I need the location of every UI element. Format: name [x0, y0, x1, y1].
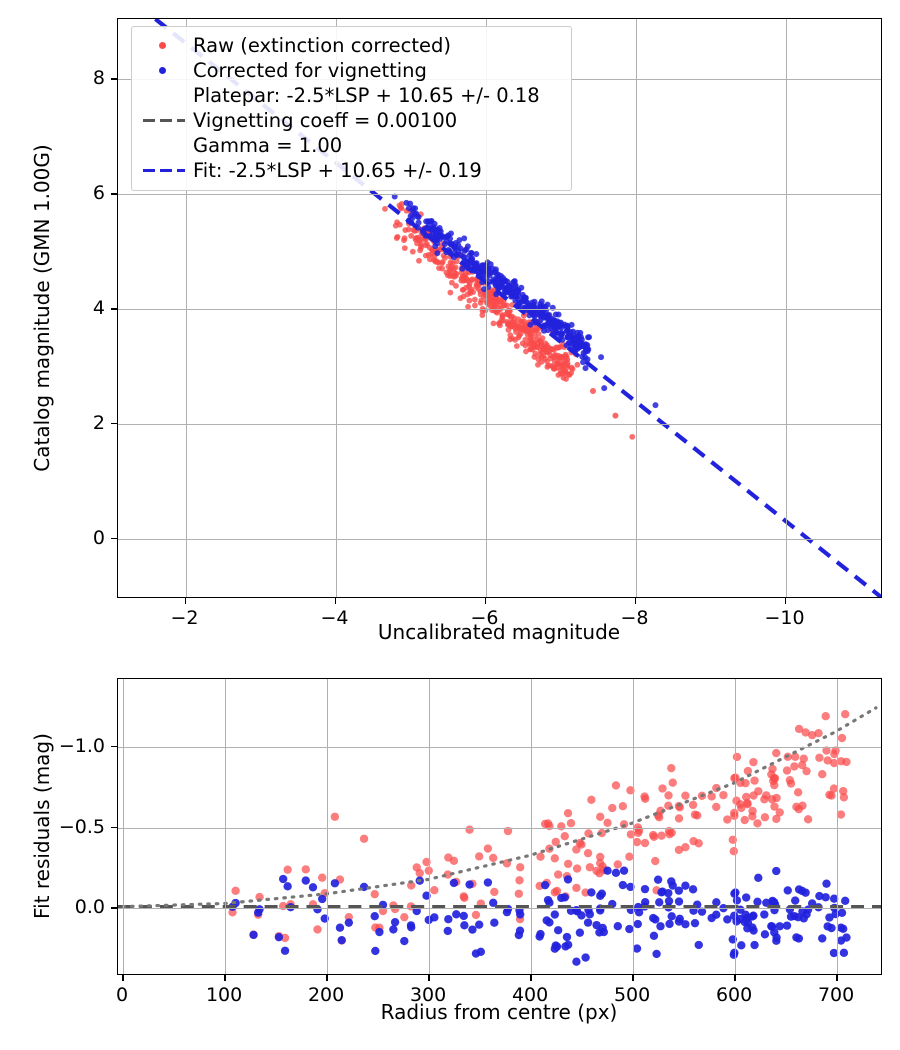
- gridline-vertical: [335, 19, 337, 597]
- legend-item: Corrected for vignetting: [141, 58, 562, 83]
- gridline-horizontal: [118, 908, 881, 910]
- gridline-vertical: [735, 679, 737, 974]
- gridline-vertical: [635, 19, 637, 597]
- gridline-vertical: [485, 19, 487, 597]
- gridline-horizontal: [118, 746, 881, 748]
- plot-legend: Raw (extinction corrected) Corrected for…: [131, 26, 572, 191]
- legend-marker-vignetting: [141, 110, 187, 132]
- x-tick-mark: [836, 975, 838, 981]
- x-tick-mark: [334, 598, 337, 604]
- y-tick-mark: [111, 308, 117, 310]
- x-tick-mark: [484, 598, 487, 604]
- legend-item: Platepar: -2.5*LSP + 10.65 +/- 0.18: [141, 83, 562, 108]
- fit-residuals-axes: [117, 678, 882, 975]
- legend-item: Gamma = 1.00: [141, 133, 562, 158]
- x-tick-mark: [634, 598, 637, 604]
- gridline-vertical: [327, 679, 329, 974]
- y-tick-mark: [111, 422, 117, 425]
- x-tick-label: −10: [764, 607, 805, 629]
- legend-marker-fit: [141, 160, 187, 182]
- y-tick-label: 8: [92, 67, 105, 90]
- fit-residuals-canvas: [118, 706, 881, 966]
- legend-label-raw: Raw (extinction corrected): [193, 33, 451, 57]
- legend-item: Vignetting coeff = 0.00100: [141, 108, 562, 133]
- x-tick-label: −6: [470, 607, 499, 629]
- legend-label-gamma: Gamma = 1.00: [193, 133, 343, 157]
- y-tick-mark: [111, 907, 117, 909]
- y-tick-mark: [111, 193, 117, 195]
- fit-residuals-ylabel: Fit residuals (mag): [30, 733, 54, 919]
- magnitude-calibration-xlabel: Uncalibrated magnitude: [377, 620, 621, 644]
- legend-label-corrected: Corrected for vignetting: [193, 58, 427, 82]
- x-tick-mark: [428, 975, 430, 981]
- raw-scatter-series: [382, 201, 636, 440]
- fit-residuals-plot-area: [118, 679, 881, 974]
- gridline-horizontal: [118, 827, 881, 829]
- x-tick-label: 700: [817, 984, 855, 1006]
- magnitude-calibration-canvas: [154, 19, 881, 597]
- gridline-vertical: [185, 19, 187, 597]
- gridline-vertical: [785, 19, 787, 597]
- y-tick-label: −1.0: [58, 734, 105, 757]
- fit-residuals-xlabel: Radius from centre (px): [380, 1000, 618, 1024]
- magnitude-calibration-ylabel: Catalog magnitude (GMN 1.00G): [30, 144, 54, 472]
- x-tick-mark: [122, 975, 124, 981]
- x-tick-label: −8: [620, 607, 649, 629]
- y-tick-mark: [111, 745, 117, 748]
- x-tick-label: 600: [715, 984, 753, 1006]
- y-tick-label: 0: [92, 526, 105, 549]
- x-tick-label: 100: [205, 984, 243, 1006]
- x-tick-mark: [632, 975, 634, 981]
- legend-marker-corrected: [141, 60, 187, 82]
- gridline-vertical: [531, 679, 533, 974]
- legend-label-platepar: Platepar: -2.5*LSP + 10.65 +/- 0.18: [193, 83, 540, 107]
- gridline-vertical: [225, 679, 227, 974]
- x-tick-label: 400: [511, 984, 549, 1006]
- x-tick-mark: [530, 975, 532, 981]
- legend-marker-raw: [141, 35, 187, 57]
- x-tick-label: 300: [409, 984, 447, 1006]
- y-tick-label: −0.5: [58, 815, 105, 838]
- legend-label-vignetting: Vignetting coeff = 0.00100: [193, 108, 458, 132]
- x-tick-mark: [784, 598, 787, 604]
- gridline-horizontal: [118, 538, 881, 540]
- gridline-vertical: [123, 679, 125, 974]
- magnitude-calibration-plot-area: [118, 19, 881, 597]
- gridline-vertical: [429, 679, 431, 974]
- x-tick-mark: [184, 598, 187, 604]
- gridline-vertical: [633, 679, 635, 974]
- gridline-vertical: [837, 679, 839, 974]
- legend-marker-platepar: [141, 85, 187, 107]
- y-tick-label: 4: [92, 297, 105, 319]
- x-tick-mark: [326, 975, 328, 981]
- gridline-horizontal: [118, 309, 881, 310]
- y-tick-mark: [111, 826, 117, 829]
- legend-item: Fit: -2.5*LSP + 10.65 +/- 0.19: [141, 158, 562, 183]
- x-tick-label: 0: [116, 984, 129, 1006]
- legend-item: Raw (extinction corrected): [141, 33, 562, 58]
- x-tick-label: −4: [320, 607, 349, 629]
- fit-line: [154, 19, 881, 597]
- legend-label-fit: Fit: -2.5*LSP + 10.65 +/- 0.19: [193, 158, 482, 182]
- legend-marker-gamma: [141, 135, 187, 157]
- y-tick-mark: [111, 537, 117, 540]
- corrected-scatter-series: [391, 193, 659, 409]
- y-tick-label: 6: [92, 182, 105, 205]
- y-tick-label: 0.0: [74, 896, 105, 919]
- x-tick-label: 500: [613, 984, 651, 1006]
- x-tick-label: −2: [170, 607, 199, 629]
- gridline-horizontal: [118, 194, 881, 196]
- y-tick-label: 2: [92, 411, 105, 434]
- vignetting-curve: [121, 706, 878, 909]
- x-tick-mark: [734, 975, 736, 981]
- gridline-horizontal: [118, 423, 881, 425]
- x-tick-label: 200: [307, 984, 345, 1006]
- x-tick-mark: [224, 975, 226, 981]
- y-tick-mark: [111, 78, 117, 80]
